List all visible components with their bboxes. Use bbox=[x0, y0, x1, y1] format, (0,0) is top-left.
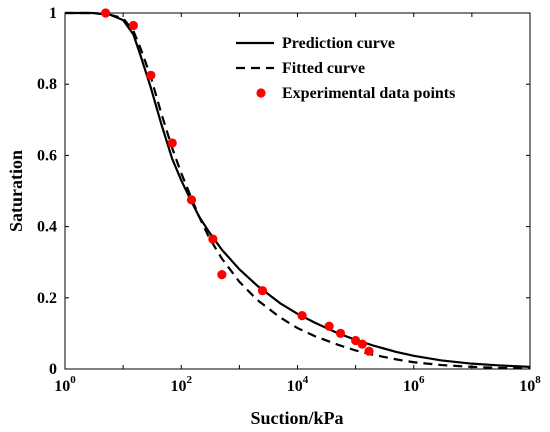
experimental-data-point bbox=[324, 321, 334, 331]
experimental-data-point bbox=[128, 20, 138, 31]
experimental-data-point bbox=[167, 138, 177, 148]
experimental-data-point bbox=[217, 270, 227, 280]
y-tick-label: 0.8 bbox=[37, 76, 57, 93]
x-tick-label: 102 bbox=[171, 374, 193, 395]
series-layer bbox=[65, 8, 531, 370]
x-tick-exponent: 6 bbox=[419, 374, 425, 386]
x-tick-base: 10 bbox=[171, 378, 187, 395]
fitted-curve-line bbox=[65, 11, 531, 370]
y-tick-label: 0 bbox=[49, 361, 57, 378]
experimental-data-point bbox=[101, 8, 111, 18]
x-tick-label: 100 bbox=[54, 374, 76, 395]
y-tick-label: 0.2 bbox=[37, 290, 57, 307]
x-axis-title: Suction/kPa bbox=[250, 408, 343, 428]
y-tick-label: 0.6 bbox=[37, 147, 57, 164]
experimental-data-point bbox=[208, 234, 218, 244]
plot-area bbox=[64, 12, 531, 370]
legend-marker-experimental bbox=[256, 88, 266, 98]
x-tick-base: 10 bbox=[54, 378, 70, 395]
legend: Prediction curve Fitted curve Experimental… bbox=[236, 35, 455, 102]
x-tick-exponent: 4 bbox=[303, 374, 309, 386]
x-tick-base: 10 bbox=[519, 378, 535, 395]
x-tick-exponent: 8 bbox=[535, 374, 541, 386]
x-tick-base: 10 bbox=[403, 378, 419, 395]
prediction-curve-line bbox=[65, 11, 531, 368]
experimental-data-point bbox=[364, 346, 374, 356]
experimental-data-point bbox=[146, 70, 156, 80]
x-tick-label: 106 bbox=[403, 374, 425, 395]
experimental-data-point bbox=[335, 328, 346, 338]
experimental-data-point bbox=[357, 339, 367, 349]
legend-label: Fitted curve bbox=[282, 60, 365, 77]
legend-label: Prediction curve bbox=[282, 35, 395, 52]
x-tick-exponent: 2 bbox=[187, 374, 193, 386]
experimental-data-point bbox=[257, 286, 268, 296]
x-tick-exponent: 0 bbox=[70, 374, 76, 386]
experimental-data-point bbox=[186, 195, 197, 205]
y-axis-title: Saturation bbox=[6, 150, 26, 232]
y-tick-label: 1 bbox=[49, 5, 57, 22]
experimental-data-point bbox=[297, 311, 307, 321]
y-tick-label: 0.4 bbox=[37, 219, 57, 236]
x-tick-base: 10 bbox=[287, 378, 303, 395]
x-tick-label: 108 bbox=[519, 374, 541, 395]
legend-label: Experimental data points bbox=[282, 85, 455, 102]
x-tick-label: 104 bbox=[287, 374, 309, 395]
